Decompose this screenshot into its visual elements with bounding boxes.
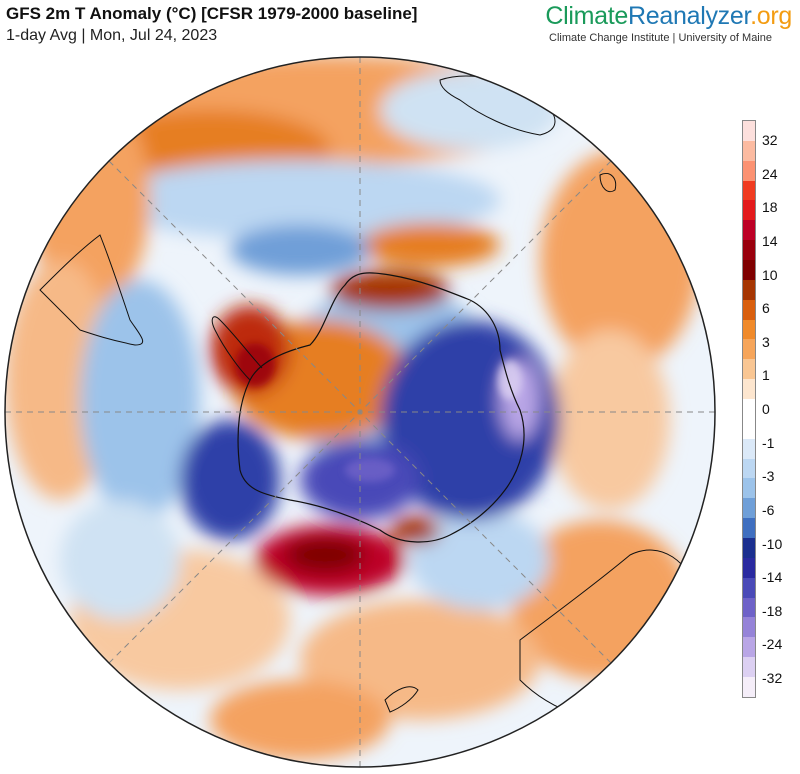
legend-tick-label: 32 <box>762 132 778 148</box>
legend-tick-label: -1 <box>762 434 775 451</box>
legend-swatch <box>743 438 755 459</box>
legend-swatch <box>743 657 755 678</box>
legend-swatch <box>743 478 755 499</box>
legend-tick-label: 10 <box>762 266 778 283</box>
legend-swatch <box>743 677 755 697</box>
legend-swatch <box>743 399 755 419</box>
legend-swatch <box>743 577 755 598</box>
antarctica-coastline <box>237 272 525 543</box>
legend-swatch <box>743 418 755 439</box>
legend-tick-label: -24 <box>762 636 783 653</box>
legend-swatch <box>743 180 755 201</box>
legend-tick-label: -14 <box>762 569 783 586</box>
legend-swatch <box>743 359 755 380</box>
legend-tick-label: -3 <box>762 468 775 485</box>
color-scale-bar <box>742 120 756 698</box>
legend-swatch <box>743 279 755 300</box>
legend-tick-label: 14 <box>762 232 778 249</box>
legend-tick-label: -6 <box>762 501 775 518</box>
legend-swatch <box>743 637 755 658</box>
legend-tick-label: 6 <box>762 300 770 317</box>
legend-tick-label: 18 <box>762 199 778 216</box>
legend-swatch <box>743 200 755 221</box>
legend-swatch <box>743 498 755 519</box>
globe-surface <box>5 57 715 767</box>
brand-part-reanalyzer: Reanalyzer <box>628 2 751 30</box>
globe-outline <box>4 56 716 768</box>
legend-swatch <box>743 458 755 479</box>
legend-tick-label: 3 <box>762 333 770 350</box>
legend-swatch <box>743 299 755 320</box>
legend-swatch <box>743 220 755 241</box>
legend-tick-label: 24 <box>762 165 778 182</box>
legend-swatch <box>743 339 755 360</box>
legend-swatch <box>743 121 755 141</box>
legend-tick-label: -18 <box>762 602 783 619</box>
legend-swatch <box>743 319 755 340</box>
legend-swatch <box>743 557 755 578</box>
legend-swatch <box>743 617 755 638</box>
legend-swatch <box>743 538 755 558</box>
legend-tick-label: -10 <box>762 535 783 552</box>
brand-logo[interactable]: ClimateReanalyzer.org <box>545 2 792 31</box>
legend-tick-label: -32 <box>762 670 783 686</box>
legend-swatch <box>743 260 755 280</box>
graticule <box>5 57 715 767</box>
brand-tagline: Climate Change Institute | University of… <box>549 32 772 44</box>
page-title: GFS 2m T Anomaly (°C) [CFSR 1979-2000 ba… <box>6 4 418 23</box>
legend-tick-label: 1 <box>762 367 770 384</box>
brand-part-org: .org <box>750 2 792 30</box>
legend-tick-label: 0 <box>762 401 770 417</box>
legend-swatch <box>743 518 755 539</box>
date-subtitle: 1-day Avg | Mon, Jul 24, 2023 <box>6 27 218 44</box>
legend-swatch <box>743 140 755 161</box>
legend-swatch <box>743 597 755 618</box>
legend-swatch <box>743 160 755 181</box>
legend-swatch <box>743 240 755 261</box>
color-scale-ticks: 32 24 18 14 10 6 3 1 0 -1 -3 -6 -10 -14 -18 -24 -32 <box>762 120 800 698</box>
legend-swatch <box>743 379 755 400</box>
brand-part-climate: Climate <box>545 2 629 30</box>
